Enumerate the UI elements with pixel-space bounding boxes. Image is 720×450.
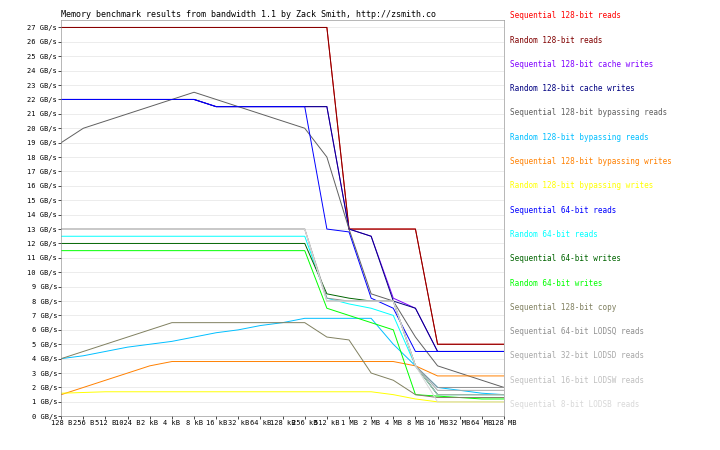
Text: Sequential 128-bit copy: Sequential 128-bit copy: [510, 303, 616, 312]
Text: Random 128-bit reads: Random 128-bit reads: [510, 36, 602, 45]
Text: Sequential 16-bit LODSW reads: Sequential 16-bit LODSW reads: [510, 376, 644, 385]
Text: Random 128-bit cache writes: Random 128-bit cache writes: [510, 84, 634, 93]
Text: Sequential 128-bit reads: Sequential 128-bit reads: [510, 11, 621, 20]
Text: Random 64-bit writes: Random 64-bit writes: [510, 279, 602, 288]
Text: Sequential 8-bit LODSB reads: Sequential 8-bit LODSB reads: [510, 400, 639, 409]
Text: Random 128-bit bypassing reads: Random 128-bit bypassing reads: [510, 133, 649, 142]
Text: Sequential 128-bit bypassing writes: Sequential 128-bit bypassing writes: [510, 157, 672, 166]
Text: Sequential 64-bit writes: Sequential 64-bit writes: [510, 254, 621, 263]
Text: Random 128-bit bypassing writes: Random 128-bit bypassing writes: [510, 181, 653, 190]
Text: Memory benchmark results from bandwidth 1.1 by Zack Smith, http://zsmith.co: Memory benchmark results from bandwidth …: [61, 10, 436, 19]
Text: Sequential 64-bit LODSQ reads: Sequential 64-bit LODSQ reads: [510, 327, 644, 336]
Text: Random 64-bit reads: Random 64-bit reads: [510, 230, 598, 239]
Text: Sequential 128-bit bypassing reads: Sequential 128-bit bypassing reads: [510, 108, 667, 117]
Text: Sequential 32-bit LODSD reads: Sequential 32-bit LODSD reads: [510, 351, 644, 360]
Text: Sequential 64-bit reads: Sequential 64-bit reads: [510, 206, 616, 215]
Text: Sequential 128-bit cache writes: Sequential 128-bit cache writes: [510, 60, 653, 69]
